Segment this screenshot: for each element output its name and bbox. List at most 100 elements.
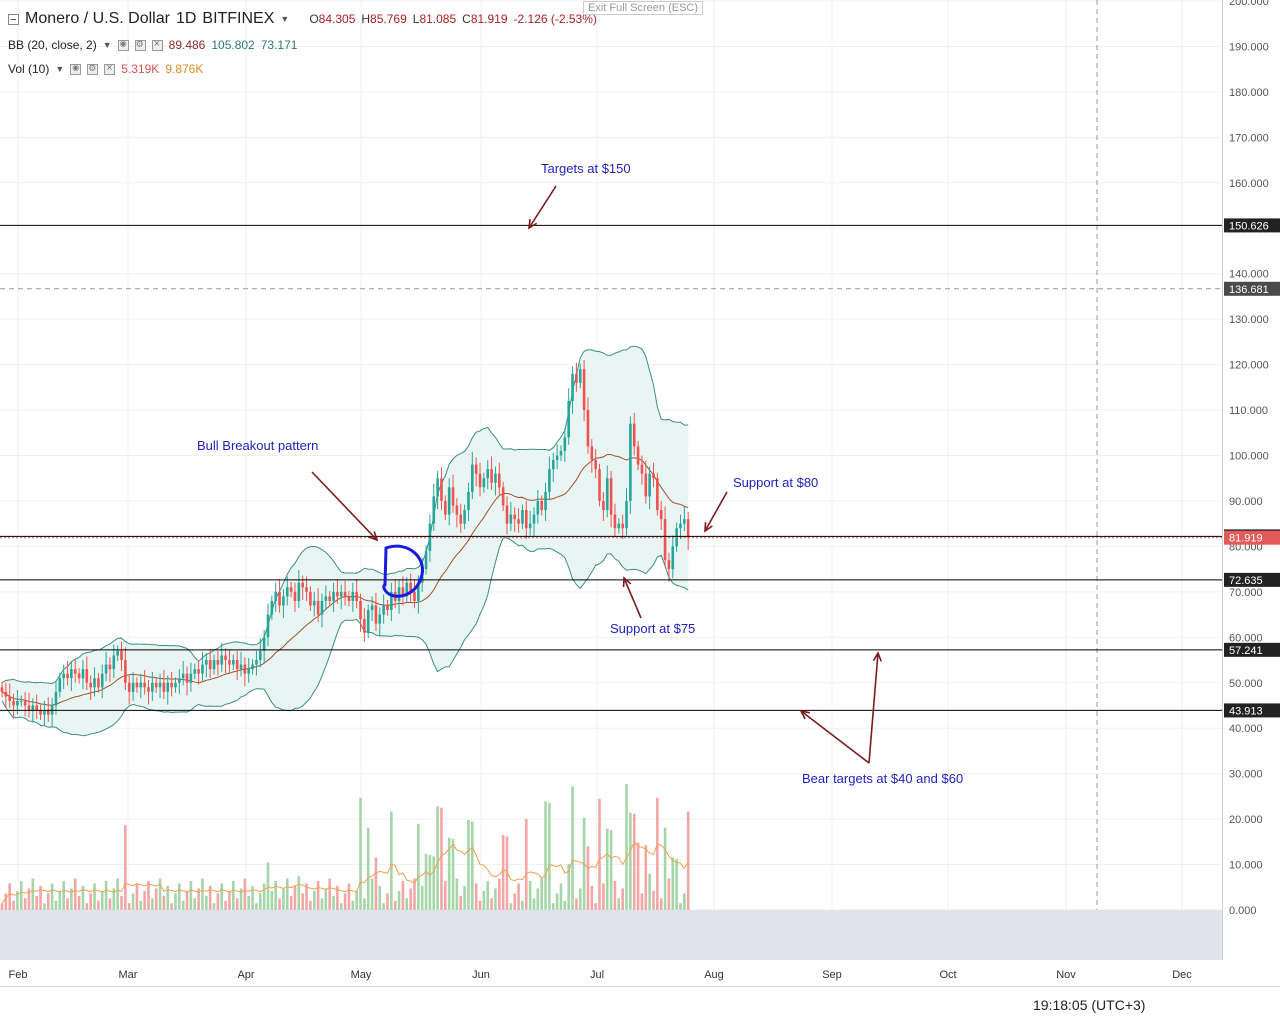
candle-body xyxy=(243,664,247,674)
candle-body xyxy=(135,682,139,688)
ohlc-close: C81.919 xyxy=(462,12,507,26)
volume-bar xyxy=(316,880,320,910)
candle xyxy=(413,579,416,609)
candle xyxy=(332,582,335,612)
volume-bar xyxy=(116,878,119,910)
price-tag-label: 43.913 xyxy=(1229,705,1263,717)
time-tick-label: Sep xyxy=(822,969,842,981)
volume-bar xyxy=(575,898,578,910)
candle xyxy=(644,460,648,504)
candle xyxy=(659,500,663,531)
candle-body xyxy=(602,500,605,511)
volume-bar xyxy=(162,895,166,910)
candle xyxy=(617,518,621,534)
candle-body xyxy=(667,560,671,570)
candle xyxy=(324,585,328,611)
volume-bar xyxy=(247,895,251,910)
volume-bar xyxy=(166,885,170,910)
gear-icon[interactable] xyxy=(134,39,146,51)
candle-body xyxy=(532,514,536,524)
symbol-title[interactable]: Monero / U.S. Dollar xyxy=(25,10,170,27)
volume-bar xyxy=(309,900,312,910)
candle xyxy=(166,675,170,705)
candle-body xyxy=(474,464,478,474)
chevron-down-icon[interactable]: ▼ xyxy=(280,14,290,24)
time-axis[interactable] xyxy=(0,960,1222,986)
volume-bar xyxy=(447,837,451,910)
eye-icon[interactable] xyxy=(117,39,129,51)
candle xyxy=(463,504,466,530)
candle-body xyxy=(58,678,62,692)
candle-body xyxy=(505,505,509,524)
candle-body xyxy=(447,487,451,515)
close-icon[interactable] xyxy=(104,62,116,75)
candle-body xyxy=(382,605,385,615)
annotation-bull-breakout: Bull Breakout pattern xyxy=(197,438,318,453)
volume-bar xyxy=(474,883,478,910)
candle xyxy=(239,651,243,677)
chevron-down-icon[interactable]: ▼ xyxy=(55,64,65,74)
low-value: 81.085 xyxy=(419,12,457,26)
candle-body xyxy=(247,669,251,674)
chevron-down-icon[interactable]: ▼ xyxy=(102,40,112,50)
volume-bar xyxy=(517,883,520,910)
candle xyxy=(432,483,436,531)
price-tick-label: 200.000 xyxy=(1229,0,1269,8)
price-tick-label: 120.000 xyxy=(1229,360,1269,372)
candle-body xyxy=(193,669,197,674)
exit-fullscreen-button[interactable]: Exit Full Screen (ESC) xyxy=(583,1,704,15)
candle xyxy=(27,692,31,718)
volume-bar xyxy=(181,900,185,910)
candle xyxy=(521,504,524,530)
arrow-support-75 xyxy=(623,577,642,619)
price-tag xyxy=(1224,281,1280,296)
price-tick-label: 0.000 xyxy=(1229,905,1257,917)
time-tick-label: Dec xyxy=(1172,969,1192,981)
candle-body xyxy=(343,591,347,597)
close-icon[interactable] xyxy=(151,38,163,51)
volume-bar xyxy=(555,893,559,910)
volume-bar xyxy=(490,898,493,910)
candle xyxy=(228,649,231,674)
candle-body xyxy=(216,660,220,665)
volume-bar xyxy=(16,890,19,910)
candle xyxy=(124,647,127,691)
candle xyxy=(609,470,613,528)
candle xyxy=(54,680,58,715)
candle-body xyxy=(127,682,131,692)
price-axis[interactable]: 0.000 10.000 20.000 30.000 40.000 50.000 60.00… xyxy=(1222,0,1280,960)
candle xyxy=(509,501,513,531)
candle xyxy=(605,465,609,518)
candle xyxy=(409,573,412,603)
volume-bar xyxy=(255,903,258,910)
candle-body xyxy=(648,473,651,497)
candle-body xyxy=(551,460,555,470)
candle-body xyxy=(174,682,177,688)
candle-body xyxy=(255,660,258,665)
eye-icon[interactable] xyxy=(70,63,82,75)
candle-body xyxy=(235,660,239,670)
interval-label[interactable]: 1D xyxy=(175,10,197,27)
candle xyxy=(571,366,574,414)
exchange-label[interactable]: BITFINEX xyxy=(202,10,275,27)
candle-body xyxy=(540,500,543,511)
candle-body xyxy=(278,591,281,606)
ohlc-open: O84.305 xyxy=(309,12,355,26)
candle xyxy=(305,576,308,601)
arrow-bear-target-40-head xyxy=(799,709,810,720)
collapse-icon[interactable] xyxy=(8,13,19,25)
bb-label[interactable]: BB (20, close, 2) xyxy=(8,38,97,52)
volume-bar xyxy=(224,900,227,910)
candle-body xyxy=(54,691,58,706)
horizontal-lines[interactable] xyxy=(0,224,1222,711)
candle xyxy=(120,641,123,671)
candle xyxy=(181,660,185,686)
candle xyxy=(575,362,578,392)
volume-bar xyxy=(178,883,181,910)
vol-label[interactable]: Vol (10) xyxy=(8,62,50,76)
gear-icon[interactable] xyxy=(87,63,99,75)
candle-body xyxy=(509,514,513,524)
volume-bar xyxy=(336,885,339,910)
volume-bar xyxy=(686,811,690,910)
